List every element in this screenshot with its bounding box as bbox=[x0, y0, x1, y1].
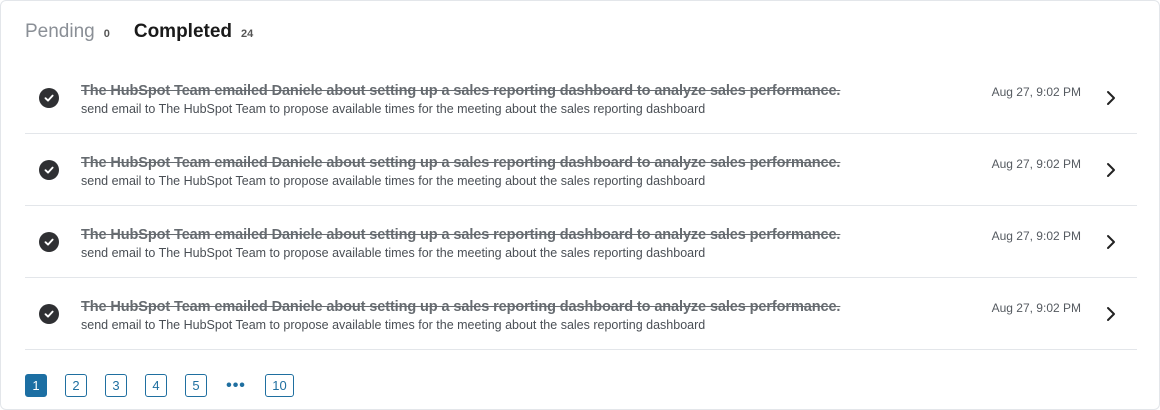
pagination: 1 2 3 4 5 ••• 10 bbox=[25, 374, 312, 397]
task-timestamp: Aug 27, 9:02 PM bbox=[991, 301, 1081, 315]
check-circle-icon bbox=[39, 304, 59, 324]
task-title: The HubSpot Team emailed Daniele about s… bbox=[81, 83, 841, 99]
chevron-right-icon[interactable] bbox=[1101, 88, 1121, 108]
chevron-right-icon[interactable] bbox=[1101, 304, 1121, 324]
task-row[interactable]: The HubSpot Team emailed Daniele about s… bbox=[25, 278, 1137, 350]
chevron-right-icon[interactable] bbox=[1101, 160, 1121, 180]
task-subtitle: send email to The HubSpot Team to propos… bbox=[81, 174, 706, 188]
task-title: The HubSpot Team emailed Daniele about s… bbox=[81, 155, 841, 171]
task-list: The HubSpot Team emailed Daniele about s… bbox=[25, 62, 1137, 350]
page-1-button[interactable]: 1 bbox=[25, 374, 47, 397]
tab-pending-count: 0 bbox=[103, 28, 110, 40]
check-circle-icon bbox=[39, 88, 59, 108]
tabs: Pending 0 Completed 24 bbox=[25, 19, 253, 45]
tab-pending[interactable]: Pending 0 bbox=[25, 19, 110, 45]
task-title: The HubSpot Team emailed Daniele about s… bbox=[81, 227, 841, 243]
task-subtitle: send email to The HubSpot Team to propos… bbox=[81, 102, 706, 116]
page-3-button[interactable]: 3 bbox=[105, 374, 127, 397]
tab-completed[interactable]: Completed 24 bbox=[134, 19, 253, 45]
page-last-button[interactable]: 10 bbox=[265, 374, 294, 397]
page-5-button[interactable]: 5 bbox=[185, 374, 207, 397]
task-row[interactable]: The HubSpot Team emailed Daniele about s… bbox=[25, 62, 1137, 134]
task-timestamp: Aug 27, 9:02 PM bbox=[991, 229, 1081, 243]
task-timestamp: Aug 27, 9:02 PM bbox=[991, 157, 1081, 171]
task-title: The HubSpot Team emailed Daniele about s… bbox=[81, 299, 841, 315]
page-2-button[interactable]: 2 bbox=[65, 374, 87, 397]
pagination-ellipsis: ••• bbox=[226, 376, 246, 394]
task-row[interactable]: The HubSpot Team emailed Daniele about s… bbox=[25, 206, 1137, 278]
tab-completed-label: Completed bbox=[133, 21, 233, 42]
tab-pending-label: Pending bbox=[25, 21, 95, 42]
tab-completed-count: 24 bbox=[241, 28, 254, 40]
task-timestamp: Aug 27, 9:02 PM bbox=[991, 85, 1081, 99]
task-row[interactable]: The HubSpot Team emailed Daniele about s… bbox=[25, 134, 1137, 206]
task-subtitle: send email to The HubSpot Team to propos… bbox=[81, 318, 706, 332]
page-4-button[interactable]: 4 bbox=[145, 374, 167, 397]
check-circle-icon bbox=[39, 232, 59, 252]
chevron-right-icon[interactable] bbox=[1101, 232, 1121, 252]
task-subtitle: send email to The HubSpot Team to propos… bbox=[81, 246, 706, 260]
check-circle-icon bbox=[39, 160, 59, 180]
